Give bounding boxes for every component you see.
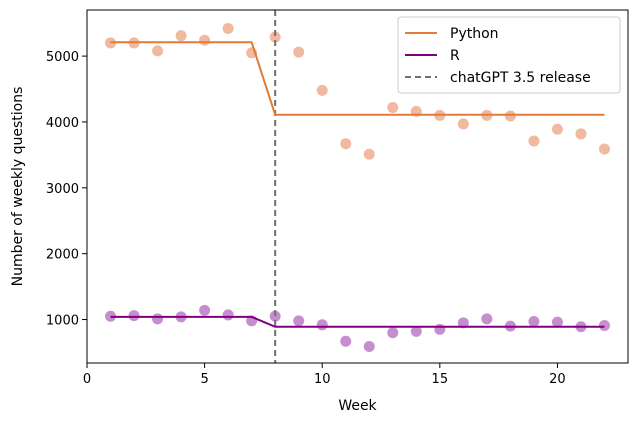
y-axis-ticks: 1000 2000 3000 4000 5000 [46,50,87,329]
python-point [175,30,187,42]
r-point [457,317,469,329]
python-point [457,118,469,130]
python-point [575,128,587,140]
python-point [504,110,516,122]
python-point [551,123,563,135]
python-point [363,148,375,160]
y-tick-label: 2000 [46,248,79,263]
r-point [340,335,352,347]
x-axis-label: Week [338,398,377,414]
plot-frame [86,9,629,364]
python-point [528,135,540,147]
y-tick-label: 5000 [46,50,79,65]
y-tick-label: 3000 [46,182,79,197]
x-tick-label: 0 [83,372,91,387]
x-tick-label: 15 [432,372,449,387]
r-point [199,304,211,316]
legend: Python R chatGPT 3.5 release [397,16,621,94]
legend-box [397,16,621,94]
r-point [434,323,446,335]
r-point [269,310,281,322]
legend-release-label: chatGPT 3.5 release [450,70,591,86]
r-point [152,313,164,325]
r-point [293,315,305,327]
y-tick-label: 4000 [46,116,79,131]
python-point [269,31,281,43]
r-fit-line [110,315,605,328]
r-point [387,327,399,339]
y-axis-label: Number of weekly questions [10,87,26,287]
r-point [598,319,610,331]
x-tick-label: 20 [549,372,566,387]
legend-r-label: R [450,48,460,64]
r-point [363,341,375,353]
plot-marks [105,10,610,363]
python-fit-line [110,41,605,116]
r-point [222,309,234,321]
python-point [316,84,328,96]
r-point [316,319,328,331]
x-tick-label: 10 [314,372,331,387]
y-tick-label: 1000 [46,314,79,329]
legend-python-label: Python [450,26,499,42]
python-point [340,138,352,150]
r-point [528,316,540,328]
python-point [152,45,164,57]
r-point [551,316,563,328]
r-point [128,310,140,322]
x-tick-label: 5 [200,372,208,387]
python-point [387,101,399,113]
r-point [481,313,493,325]
x-axis-ticks: 0 5 10 15 20 [83,363,566,387]
python-point [222,22,234,34]
python-point [293,46,305,58]
python-point [598,143,610,155]
r-point [410,325,422,337]
python-point [199,34,211,46]
